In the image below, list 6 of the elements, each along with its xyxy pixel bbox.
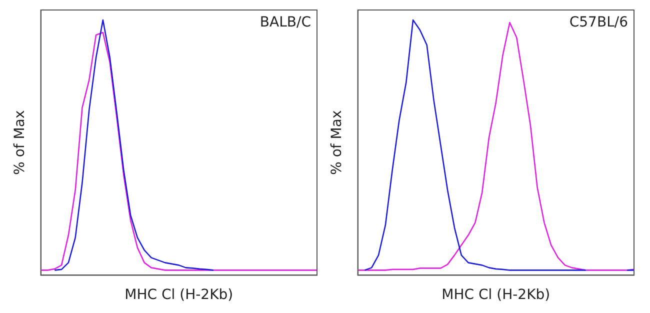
annotation: BALB/C — [260, 14, 312, 31]
x-axis-title: MHC Cl (H-2Kb) — [124, 287, 234, 304]
x-axis-title: MHC Cl (H-2Kb) — [442, 287, 550, 304]
annotation: C57BL/6 — [569, 14, 628, 31]
y-axis-title: % of Max — [12, 110, 28, 175]
y-axis-title: % of Max — [329, 110, 346, 175]
